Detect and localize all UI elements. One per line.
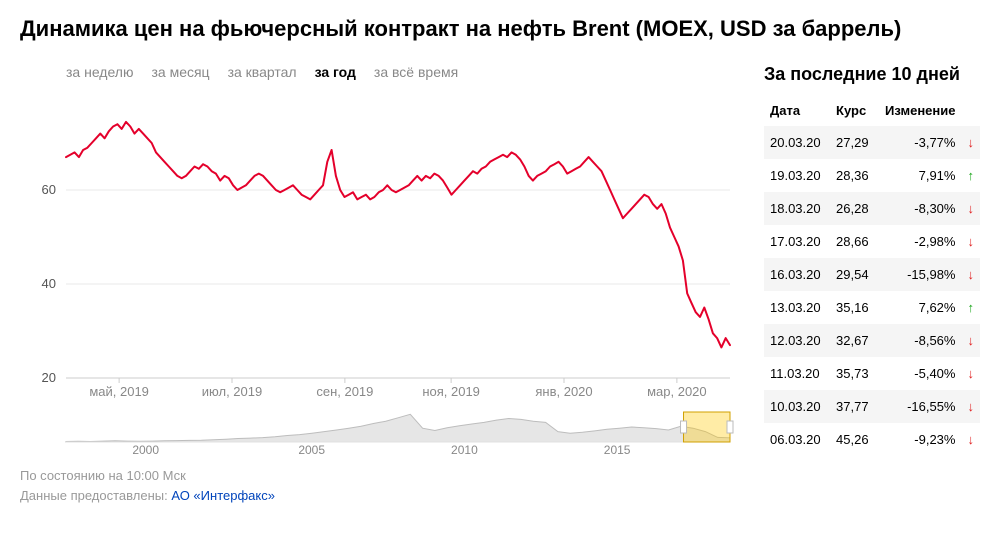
recent-title: За последние 10 дней — [764, 64, 980, 85]
svg-text:май, 2019: май, 2019 — [89, 384, 149, 399]
svg-text:янв, 2020: янв, 2020 — [535, 384, 592, 399]
arrow-down-icon: ↓ — [961, 126, 980, 159]
cell-rate: 35,16 — [830, 291, 879, 324]
col-change-header: Изменение — [879, 95, 961, 126]
cell-change: -5,40% — [879, 357, 961, 390]
arrow-down-icon: ↓ — [961, 324, 980, 357]
cell-change: -16,55% — [879, 390, 961, 423]
arrow-down-icon: ↓ — [961, 390, 980, 423]
col-date-header: Дата — [764, 95, 830, 126]
svg-text:2000: 2000 — [132, 443, 159, 456]
asof-text: По состоянию на 10:00 Мск — [20, 466, 740, 486]
cell-rate: 35,73 — [830, 357, 879, 390]
svg-text:июл, 2019: июл, 2019 — [202, 384, 262, 399]
recent-column: За последние 10 дней Дата Курс Изменение… — [764, 64, 980, 505]
cell-change: -9,23% — [879, 423, 961, 456]
svg-text:ноя, 2019: ноя, 2019 — [422, 384, 480, 399]
data-source: Данные предоставлены: АО «Интерфакс» — [20, 486, 740, 506]
cell-date: 12.03.20 — [764, 324, 830, 357]
cell-rate: 32,67 — [830, 324, 879, 357]
svg-text:60: 60 — [42, 182, 56, 197]
cell-date: 10.03.20 — [764, 390, 830, 423]
cell-rate: 29,54 — [830, 258, 879, 291]
cell-date: 18.03.20 — [764, 192, 830, 225]
svg-text:мар, 2020: мар, 2020 — [647, 384, 707, 399]
table-row: 20.03.2027,29-3,77%↓ — [764, 126, 980, 159]
cell-date: 20.03.20 — [764, 126, 830, 159]
arrow-up-icon: ↑ — [961, 159, 980, 192]
cell-change: 7,62% — [879, 291, 961, 324]
arrow-down-icon: ↓ — [961, 192, 980, 225]
cell-change: -8,56% — [879, 324, 961, 357]
arrow-down-icon: ↓ — [961, 225, 980, 258]
chart-column: за неделю за месяц за квартал за год за всё … — [20, 64, 740, 505]
cell-change: -3,77% — [879, 126, 961, 159]
cell-change: -15,98% — [879, 258, 961, 291]
svg-text:2010: 2010 — [451, 443, 478, 456]
source-link[interactable]: АО «Интерфакс» — [171, 488, 275, 503]
cell-rate: 28,66 — [830, 225, 879, 258]
price-chart-svg: 20 40 60 май, 2019 июл, 2019 сен, 2019 ноя, 20… — [20, 86, 740, 406]
arrow-down-icon: ↓ — [961, 357, 980, 390]
page-title: Динамика цен на фьючерсный контракт на н… — [20, 16, 980, 42]
overview-chart[interactable]: 2000 2005 2010 2015 — [20, 410, 740, 456]
recent-header-row: Дата Курс Изменение — [764, 95, 980, 126]
col-arrow-header — [961, 95, 980, 126]
recent-table: Дата Курс Изменение 20.03.2027,29-3,77%↓… — [764, 95, 980, 456]
svg-text:2005: 2005 — [298, 443, 325, 456]
table-row: 18.03.2026,28-8,30%↓ — [764, 192, 980, 225]
footer-note: По состоянию на 10:00 Мск Данные предост… — [20, 466, 740, 505]
cell-rate: 28,36 — [830, 159, 879, 192]
svg-text:40: 40 — [42, 276, 56, 291]
cell-date: 13.03.20 — [764, 291, 830, 324]
svg-text:сен, 2019: сен, 2019 — [316, 384, 373, 399]
cell-rate: 26,28 — [830, 192, 879, 225]
cell-rate: 45,26 — [830, 423, 879, 456]
col-rate-header: Курс — [830, 95, 879, 126]
table-row: 11.03.2035,73-5,40%↓ — [764, 357, 980, 390]
cell-date: 11.03.20 — [764, 357, 830, 390]
table-row: 16.03.2029,54-15,98%↓ — [764, 258, 980, 291]
range-tabs: за неделю за месяц за квартал за год за всё … — [20, 64, 740, 80]
table-row: 19.03.2028,367,91%↑ — [764, 159, 980, 192]
overview-chart-svg: 2000 2005 2010 2015 — [20, 410, 740, 456]
cell-date: 19.03.20 — [764, 159, 830, 192]
cell-rate: 37,77 — [830, 390, 879, 423]
table-row: 06.03.2045,26-9,23%↓ — [764, 423, 980, 456]
provided-prefix: Данные предоставлены: — [20, 488, 171, 503]
arrow-up-icon: ↑ — [961, 291, 980, 324]
range-tab[interactable]: за квартал — [228, 64, 297, 80]
svg-text:2015: 2015 — [604, 443, 631, 456]
arrow-down-icon: ↓ — [961, 423, 980, 456]
table-row: 17.03.2028,66-2,98%↓ — [764, 225, 980, 258]
range-tab[interactable]: за всё время — [374, 64, 458, 80]
cell-change: -8,30% — [879, 192, 961, 225]
table-row: 13.03.2035,167,62%↑ — [764, 291, 980, 324]
table-row: 10.03.2037,77-16,55%↓ — [764, 390, 980, 423]
cell-rate: 27,29 — [830, 126, 879, 159]
content: за неделю за месяц за квартал за год за всё … — [20, 64, 980, 505]
cell-change: 7,91% — [879, 159, 961, 192]
range-tab[interactable]: за месяц — [151, 64, 209, 80]
table-row: 12.03.2032,67-8,56%↓ — [764, 324, 980, 357]
price-chart: 20 40 60 май, 2019 июл, 2019 сен, 2019 ноя, 20… — [20, 86, 740, 406]
cell-date: 16.03.20 — [764, 258, 830, 291]
range-tab[interactable]: за год — [315, 64, 356, 80]
svg-text:20: 20 — [42, 370, 56, 385]
cell-date: 06.03.20 — [764, 423, 830, 456]
arrow-down-icon: ↓ — [961, 258, 980, 291]
cell-change: -2,98% — [879, 225, 961, 258]
cell-date: 17.03.20 — [764, 225, 830, 258]
range-tab[interactable]: за неделю — [66, 64, 133, 80]
